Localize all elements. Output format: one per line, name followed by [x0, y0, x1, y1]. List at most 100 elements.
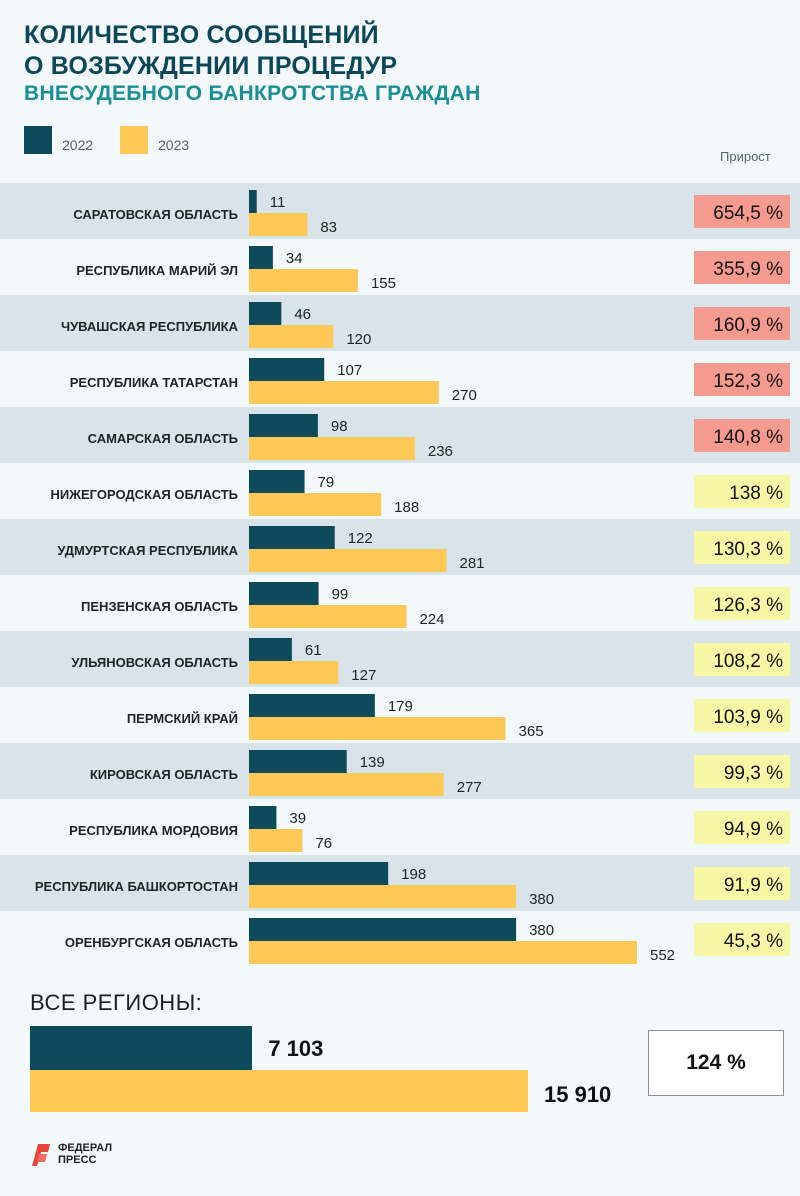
- bar-2023: [249, 325, 334, 348]
- row-stripe: [0, 631, 800, 687]
- value-label-2022: 107: [337, 362, 362, 379]
- chart-subtitle: ВНЕСУДЕБНОГО БАНКРОТСТВА ГРАЖДАН: [24, 82, 481, 105]
- growth-value: 654,5 %: [713, 203, 783, 224]
- region-label: РЕСПУБЛИКА БАШКОРТОСТАН: [35, 879, 238, 894]
- bar-2023: [249, 605, 407, 628]
- growth-value: 152,3 %: [713, 371, 783, 392]
- legend-item-2023: 2023: [120, 126, 189, 154]
- bar-2022: [249, 526, 335, 549]
- value-label-2022: 61: [305, 642, 322, 659]
- value-label-2022: 380: [529, 922, 554, 939]
- value-label-2023: 127: [351, 667, 376, 684]
- legend-label-2022: 2022: [62, 137, 94, 153]
- bar-2022: [249, 918, 517, 941]
- growth-badge: [694, 755, 790, 788]
- value-label-2023: 188: [394, 499, 419, 516]
- value-label-2022: 179: [388, 698, 413, 715]
- row-stripe: [0, 295, 800, 351]
- region-label: САМАРСКАЯ ОБЛАСТЬ: [88, 431, 238, 446]
- growth-value: 108,2 %: [713, 651, 783, 672]
- logo-text: ФЕДЕРАЛ ПРЕСС: [58, 1142, 112, 1166]
- bar-2022: [249, 246, 273, 269]
- chart-title: КОЛИЧЕСТВО СООБЩЕНИЙ О ВОЗБУЖДЕНИИ ПРОЦЕ…: [24, 20, 397, 82]
- growth-badge: [694, 531, 790, 564]
- value-label-2023: 120: [346, 331, 371, 348]
- value-label-2023: 224: [419, 611, 444, 628]
- value-label-2022: 98: [331, 418, 348, 435]
- value-label-2022: 11: [270, 194, 286, 211]
- growth-value: 103,9 %: [713, 707, 783, 728]
- growth-value: 94,9 %: [724, 819, 783, 840]
- growth-badge: [694, 307, 790, 340]
- growth-value: 91,9 %: [724, 875, 783, 896]
- value-label-2023: 155: [371, 275, 396, 292]
- growth-badge: [694, 587, 790, 620]
- region-label: УДМУРТСКАЯ РЕСПУБЛИКА: [57, 543, 238, 558]
- totals-label: ВСЕ РЕГИОНЫ:: [30, 990, 203, 1015]
- growth-badge: [694, 363, 790, 396]
- legend-swatch-2022: [24, 126, 52, 154]
- value-label-2023: 83: [320, 219, 337, 236]
- legend-swatch-2023: [120, 126, 148, 154]
- value-label-2022: 122: [348, 530, 373, 547]
- legend-item-2022: 2022: [24, 126, 93, 154]
- growth-badge: [694, 475, 790, 508]
- value-label-2022: 39: [289, 810, 306, 827]
- total-growth-box: 124 %: [648, 1030, 784, 1096]
- value-label-2023: 365: [519, 723, 544, 740]
- logo-line-1: ФЕДЕРАЛ: [58, 1142, 113, 1154]
- bar-2023: [249, 493, 382, 516]
- bar-chart: САРАТОВСКАЯ ОБЛАСТЬ 11 83 654,5 % РЕСПУБЛИКА…: [0, 183, 800, 964]
- growth-value: 138 %: [729, 483, 783, 504]
- bar-2022: [249, 638, 292, 661]
- bar-2022: [249, 806, 277, 829]
- value-label-2022: 34: [286, 250, 303, 267]
- federal-press-logo: ФЕДЕРАЛ ПРЕСС: [30, 1140, 112, 1168]
- bar-2022: [249, 470, 305, 493]
- logo-mark-icon: [32, 1144, 50, 1166]
- region-label: САРАТОВСКАЯ ОБЛАСТЬ: [73, 207, 238, 222]
- growth-value: 99,3 %: [724, 763, 783, 784]
- growth-badge: [694, 251, 790, 284]
- growth-badge: [694, 699, 790, 732]
- growth-value: 160,9 %: [713, 315, 783, 336]
- bar-2022: [249, 190, 257, 213]
- growth-value: 140,8 %: [713, 427, 783, 448]
- title-line-2: О ВОЗБУЖДЕНИИ ПРОЦЕДУР: [24, 52, 398, 80]
- region-label: ОРЕНБУРГСКАЯ ОБЛАСТЬ: [65, 935, 238, 950]
- bar-2023: [249, 213, 308, 236]
- growth-value: 130,3 %: [713, 539, 783, 560]
- title-line-1: КОЛИЧЕСТВО СООБЩЕНИЙ: [24, 21, 379, 49]
- growth-badge: [694, 419, 790, 452]
- growth-badge: [694, 923, 790, 956]
- value-label-2023: 552: [650, 947, 675, 964]
- bar-2022: [249, 750, 347, 773]
- region-label: РЕСПУБЛИКА ТАТАРСТАН: [70, 375, 238, 390]
- bar-2023: [249, 661, 339, 684]
- value-label-2023: 380: [529, 891, 554, 908]
- region-label: КИРОВСКАЯ ОБЛАСТЬ: [90, 767, 238, 782]
- bar-2023: [249, 549, 447, 572]
- region-label: ЧУВАШСКАЯ РЕСПУБЛИКА: [61, 319, 239, 334]
- value-label-2022: 198: [401, 866, 426, 883]
- bar-2023: [249, 773, 444, 796]
- bar-2023: [249, 437, 415, 460]
- total-bar-2022: [30, 1026, 253, 1070]
- total-value-2022: 7 103: [268, 1036, 324, 1061]
- bar-2022: [249, 582, 319, 605]
- bar-2023: [249, 717, 506, 740]
- growth-badge: [694, 811, 790, 844]
- growth-value: 126,3 %: [713, 595, 783, 616]
- value-label-2022: 79: [318, 474, 335, 491]
- value-label-2023: 277: [457, 779, 482, 796]
- region-label: ПЕРМСКИЙ КРАЙ: [127, 711, 238, 726]
- value-label-2023: 236: [428, 443, 453, 460]
- growth-badge: [694, 643, 790, 676]
- bar-2022: [249, 694, 375, 717]
- bar-2023: [249, 269, 358, 292]
- growth-badge: [694, 195, 790, 228]
- bar-2022: [249, 414, 318, 437]
- growth-column-header: Прирост: [720, 149, 771, 164]
- value-label-2023: 270: [452, 387, 477, 404]
- value-label-2022: 139: [360, 754, 385, 771]
